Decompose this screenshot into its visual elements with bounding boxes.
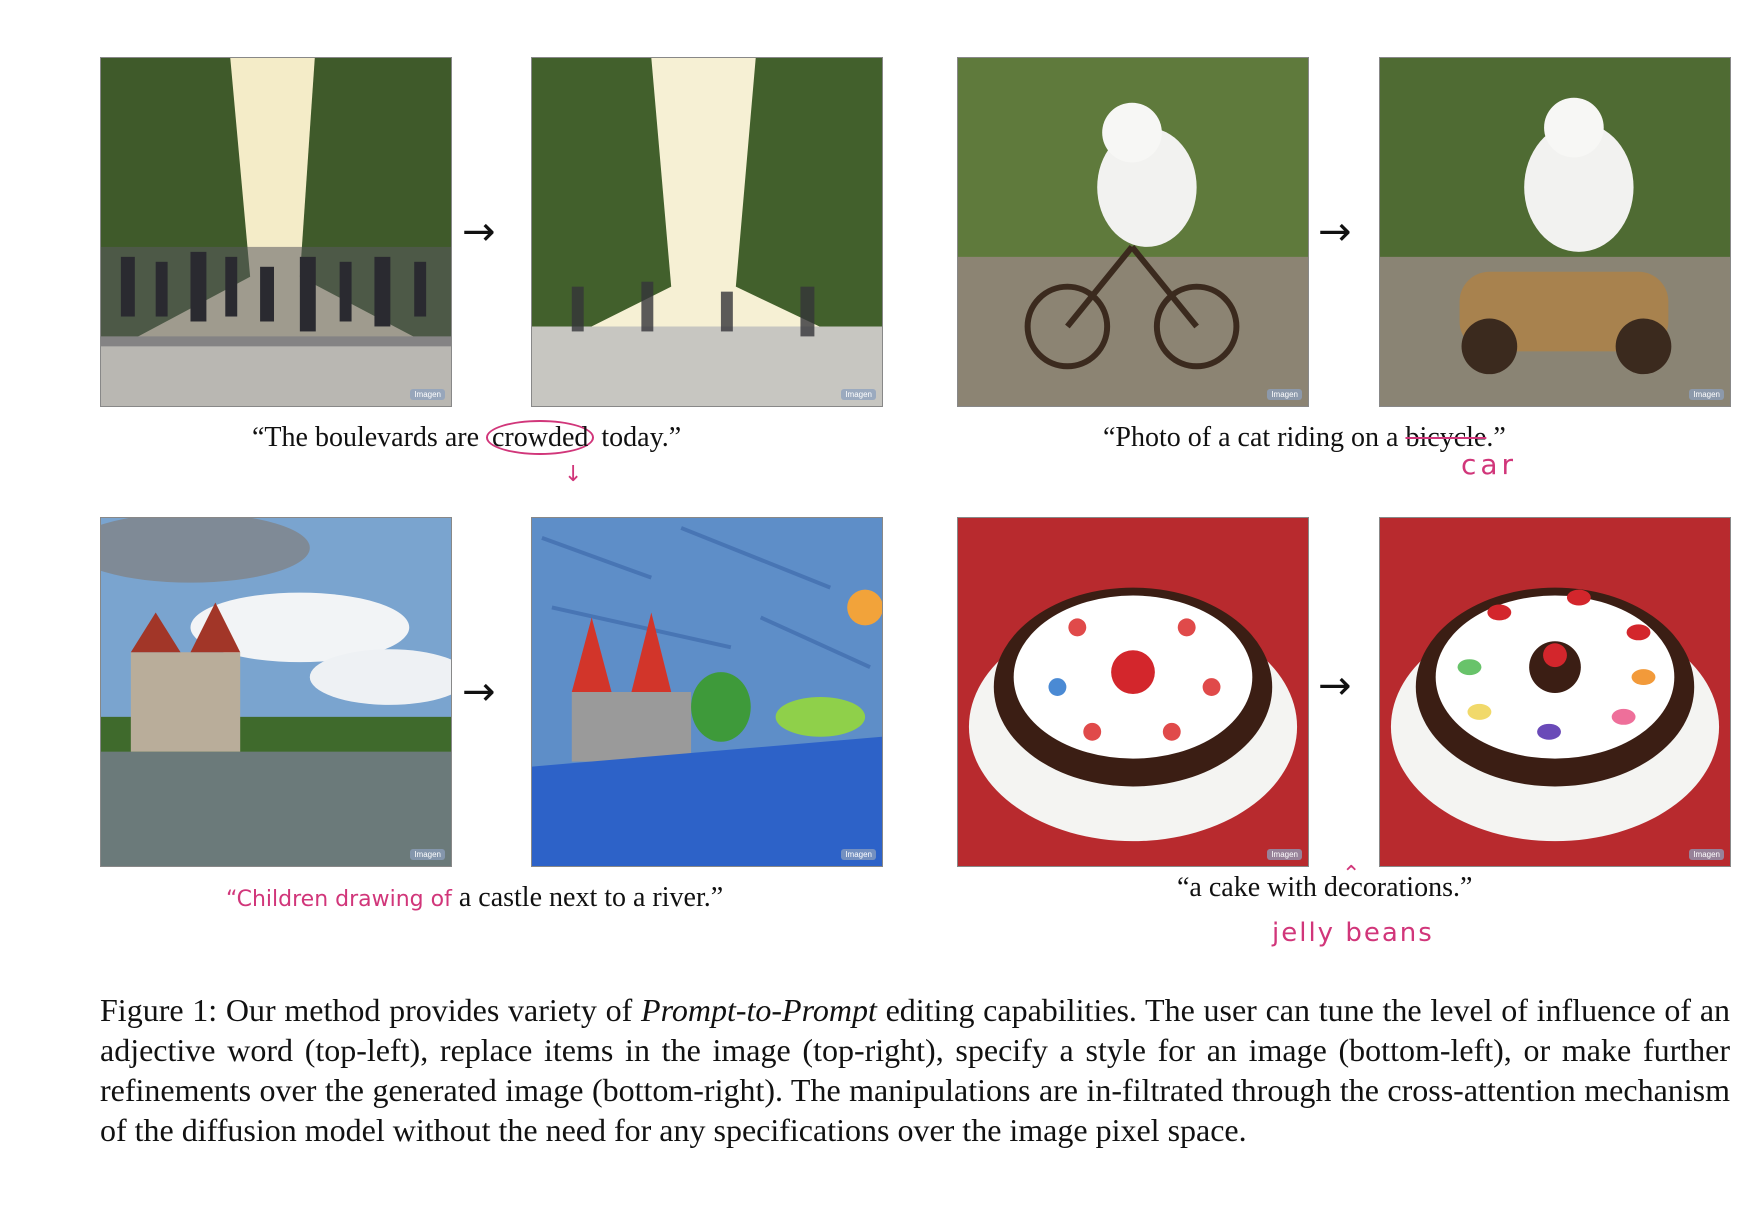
caption-text: today.” (594, 422, 682, 453)
imagen-watermark: Imagen (1267, 389, 1302, 400)
image-cat-edited: Imagen (1379, 57, 1731, 407)
arrow-icon: → (462, 209, 496, 255)
down-arrow-annotation: ↓ (564, 462, 583, 487)
imagen-watermark: Imagen (410, 849, 445, 860)
image-cake-original: Imagen (957, 517, 1309, 867)
image-boulevard-original: Imagen (100, 57, 452, 407)
caption-text: “The boulevards are (252, 422, 486, 453)
figure-text: Our method provides variety of (217, 992, 642, 1028)
imagen-watermark: Imagen (1689, 389, 1724, 400)
imagen-watermark: Imagen (1267, 849, 1302, 860)
imagen-watermark: Imagen (1689, 849, 1724, 860)
imagen-watermark: Imagen (841, 849, 876, 860)
added-style-words: “Children drawing of (226, 887, 452, 912)
inserted-words: jelly beans (1272, 918, 1434, 948)
imagen-watermark: Imagen (410, 389, 445, 400)
image-castle-original: Imagen (100, 517, 452, 867)
image-cat-original: Imagen (957, 57, 1309, 407)
figure-label: Figure 1: (100, 992, 218, 1028)
caption-cake: “a cake with decorations.” (1177, 872, 1472, 904)
circled-word: crowded (486, 420, 595, 455)
figure-italic: Prompt-to-Prompt (641, 992, 877, 1028)
caption-text: “Photo of a cat riding on a (1103, 422, 1406, 453)
arrow-icon: → (1318, 663, 1352, 709)
image-boulevard-edited: Imagen (531, 57, 883, 407)
caption-text: decorations.” (1316, 872, 1473, 903)
caption-text: “a cake with (1177, 872, 1317, 903)
struck-word: bicycle (1405, 422, 1487, 453)
arrow-icon: → (1318, 209, 1352, 255)
imagen-watermark: Imagen (841, 389, 876, 400)
caption-text: .” (1486, 422, 1506, 453)
figure-text: editing capabilities. The user can tune … (100, 992, 1731, 1148)
caption-cat: “Photo of a cat riding on a bicycle.” (1103, 422, 1506, 454)
caption-text: a castle next to a river.” (451, 882, 724, 913)
image-castle-edited: Imagen (531, 517, 883, 867)
insert-caret-annotation: ⌃ (1342, 862, 1361, 887)
arrow-icon: → (462, 669, 496, 715)
figure-caption: Figure 1: Our method provides variety of… (100, 990, 1730, 1150)
replacement-word: car (1461, 448, 1518, 481)
image-cake-edited: Imagen (1379, 517, 1731, 867)
caption-castle: “Children drawing of a castle next to a … (226, 882, 723, 914)
caption-boulevard: “The boulevards are crowded today.” (252, 420, 682, 455)
